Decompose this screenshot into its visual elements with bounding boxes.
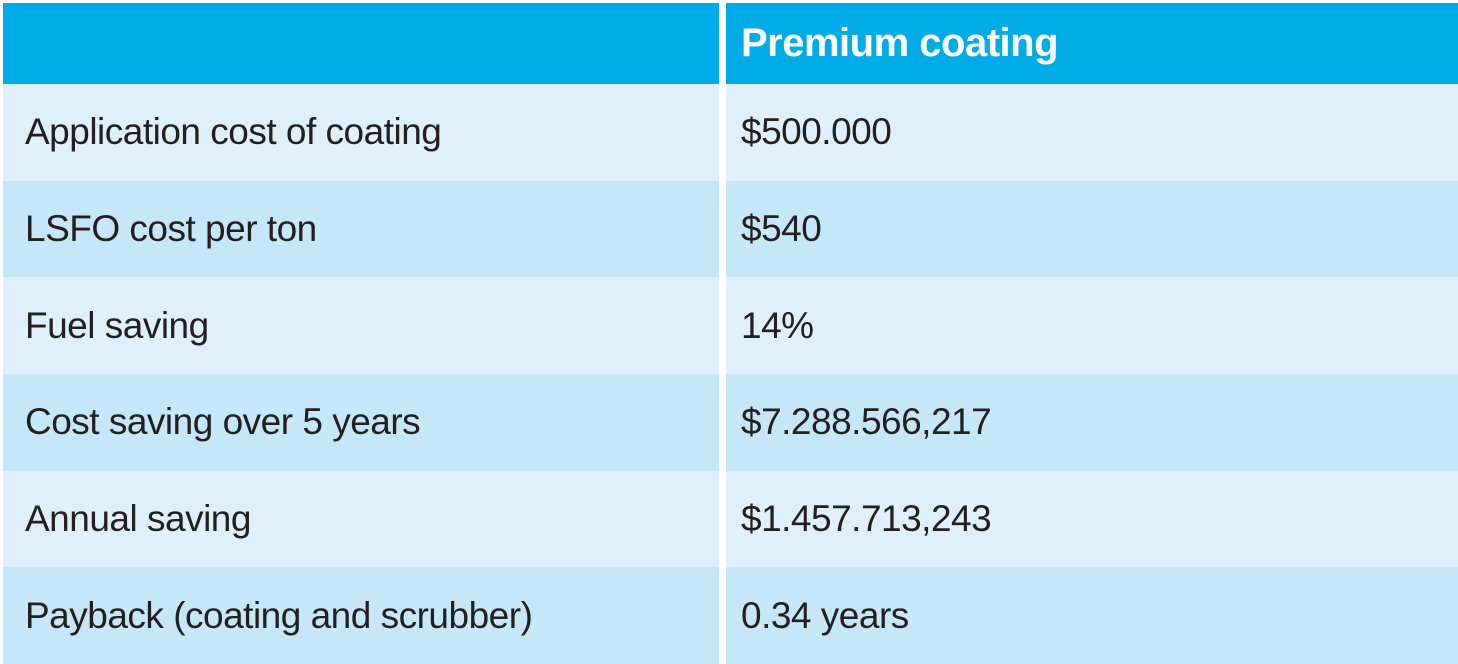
row-value-payback: 0.34 years: [726, 567, 1458, 664]
row-value-lsfo-cost: $540: [726, 180, 1458, 278]
row-value-fuel-saving: 14%: [726, 277, 1458, 374]
row-label-payback: Payback (coating and scrubber): [3, 567, 719, 664]
comparison-table-grid: Premium coating Application cost of coat…: [3, 3, 1458, 664]
row-label-cost-saving-5-years: Cost saving over 5 years: [3, 373, 719, 471]
row-value-cost-saving-5-years: $7.288.566,217: [726, 373, 1458, 471]
premium-coating-table: Premium coating Application cost of coat…: [3, 3, 1458, 664]
row-value-application-cost: $500.000: [726, 84, 1458, 181]
row-label-lsfo-cost: LSFO cost per ton: [3, 180, 719, 278]
header-cell-premium-coating: Premium coating: [726, 3, 1458, 84]
header-cell-blank: [3, 3, 719, 84]
row-label-annual-saving: Annual saving: [3, 470, 719, 568]
row-label-application-cost: Application cost of coating: [3, 84, 719, 181]
row-value-annual-saving: $1.457.713,243: [726, 470, 1458, 568]
row-label-fuel-saving: Fuel saving: [3, 277, 719, 374]
